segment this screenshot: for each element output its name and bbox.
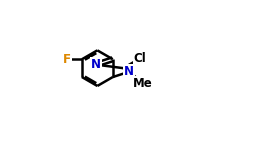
Text: F: F: [63, 53, 71, 66]
Text: Cl: Cl: [133, 52, 146, 65]
Text: Me: Me: [132, 76, 152, 90]
Text: N: N: [91, 58, 101, 71]
Text: N: N: [124, 65, 134, 78]
